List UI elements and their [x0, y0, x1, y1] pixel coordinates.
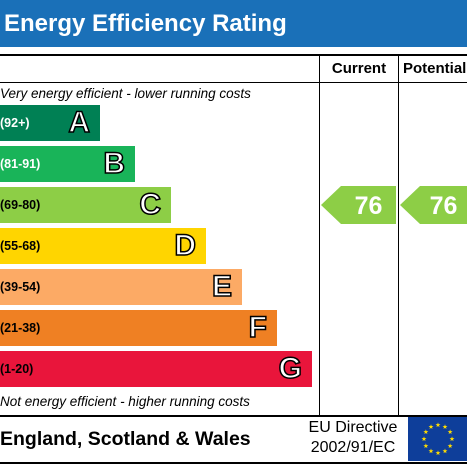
- band-letter-e: E: [211, 269, 233, 304]
- eu-star-icon: [449, 436, 455, 442]
- eu-directive-line2: 2002/91/EC: [310, 439, 396, 456]
- eu-star-icon: [442, 424, 448, 429]
- eu-star-icon: [447, 443, 453, 449]
- potential-rating-arrow: 76: [400, 186, 467, 224]
- eu-star-icon: [423, 429, 429, 435]
- eu-directive: EU Directive 2002/91/EC: [303, 418, 403, 458]
- band-range-g: (1-20): [0, 362, 34, 376]
- eu-directive-line1: EU Directive: [308, 419, 398, 436]
- band-range-e: (39-54): [0, 280, 41, 294]
- band-letter-f: F: [248, 310, 268, 345]
- eu-star-icon: [447, 429, 453, 435]
- eu-star-icon: [428, 448, 434, 454]
- column-header-potential: Potential: [403, 60, 467, 77]
- band-f: (21-38) F: [0, 310, 277, 346]
- potential-rating-value: 76: [430, 192, 458, 220]
- current-rating-arrow: 76: [321, 186, 396, 224]
- band-e: (39-54) E: [0, 269, 242, 305]
- footer-region: England, Scotland & Wales: [0, 428, 251, 450]
- header-bottom-border: [0, 82, 467, 83]
- current-rating-fill: [321, 186, 396, 224]
- potential-rating-fill: [400, 186, 467, 224]
- column-divider-left: [319, 54, 320, 416]
- band-b: (81-91) B: [0, 146, 135, 182]
- caption-top: Very energy efficient - lower running co…: [0, 86, 251, 101]
- band-range-d: (55-68): [0, 239, 41, 253]
- band-letter-d: D: [174, 228, 197, 263]
- potential-rating-shape: 76: [400, 186, 467, 224]
- band-letter-a: A: [68, 105, 91, 140]
- band-range-b: (81-91): [0, 157, 41, 171]
- table-top-border: [0, 54, 467, 56]
- band-range-c: (69-80): [0, 198, 41, 212]
- band-c: (69-80) C: [0, 187, 171, 223]
- band-range-a: (92+): [0, 116, 30, 130]
- eu-flag-graphic: [408, 417, 467, 461]
- column-divider-right: [398, 54, 399, 416]
- eu-star-icon: [428, 424, 434, 429]
- eu-flag-icon: [408, 417, 467, 466]
- column-header-current: Current: [331, 60, 387, 77]
- eu-star-icon: [442, 448, 448, 454]
- band-a: (92+) A: [0, 105, 100, 141]
- footer-top-border: [0, 415, 467, 417]
- eu-star-icon: [435, 450, 441, 456]
- current-rating-value: 76: [355, 192, 383, 220]
- band-d: (55-68) D: [0, 228, 206, 264]
- band-range-f: (21-38): [0, 321, 41, 335]
- band-letter-c: C: [139, 187, 162, 222]
- band-g: (1-20) G: [0, 351, 312, 387]
- band-letter-g: G: [278, 351, 303, 386]
- caption-bottom: Not energy efficient - higher running co…: [0, 394, 250, 409]
- current-rating-shape: 76: [321, 186, 396, 224]
- table-bottom-border: [0, 462, 467, 464]
- band-letter-b: B: [103, 146, 126, 181]
- eu-star-icon: [423, 443, 429, 449]
- eu-star-icon: [435, 422, 441, 428]
- chart-title: Energy Efficiency Rating: [0, 0, 467, 47]
- eu-star-icon: [421, 436, 427, 442]
